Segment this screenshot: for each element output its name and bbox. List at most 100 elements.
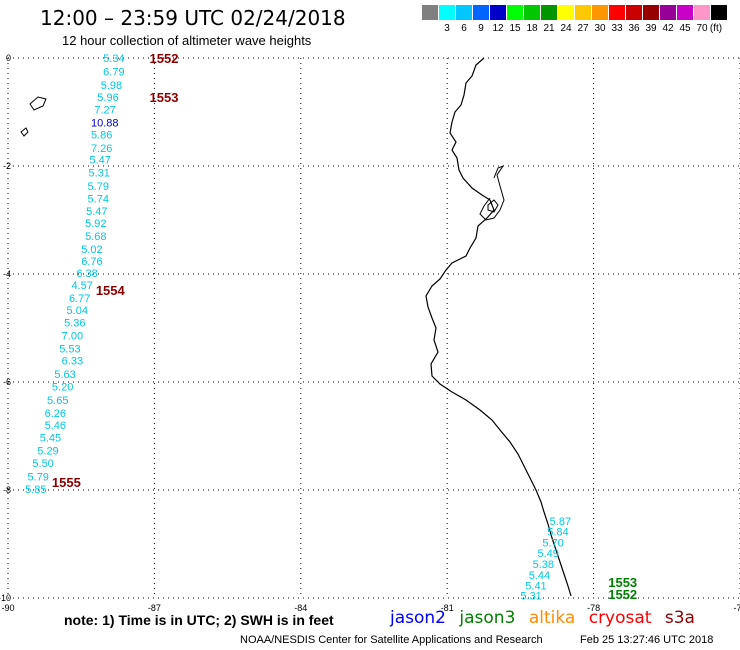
y-tick-label: -4 (3, 269, 11, 279)
wave-height-value: 5.63 (54, 369, 75, 381)
legend-swatch (473, 5, 489, 20)
legend-swatch (507, 5, 523, 20)
wave-height-value: 5.53 (59, 344, 80, 356)
wave-height-value: 7.27 (94, 104, 115, 116)
pass-number: 1552 (150, 51, 179, 66)
wave-height-labels: 5.346.795.985.967.2710.885.867.265.475.3… (25, 53, 571, 602)
x-tick-label: -81 (441, 603, 454, 613)
legend-label: 33 (611, 23, 623, 34)
page-subtitle: 12 hour collection of altimeter wave hei… (62, 33, 312, 48)
y-tick-label: 0 (6, 53, 11, 63)
legend-label: 24 (560, 23, 572, 34)
pass-number: 1553 (150, 90, 179, 105)
wave-height-value: 5.96 (97, 92, 118, 104)
y-tick-label: -6 (3, 377, 11, 387)
x-tick-label: -78 (587, 603, 600, 613)
wave-height-value: 5.34 (103, 53, 124, 65)
wave-height-value: 5.47 (86, 206, 107, 218)
legend-label: 15 (509, 23, 521, 34)
wave-height-value: 5.74 (88, 193, 109, 205)
legend-label: 45 (679, 23, 691, 34)
axis-tick-labels: -90 -87 -84 -81 -78 -75 0 -2 -4 -6 -8 -10 (0, 53, 740, 613)
footer-credit: NOAA/NESDIS Center for Satellite Applica… (240, 634, 543, 646)
wave-height-value: 7.26 (91, 143, 112, 155)
legend-label: 18 (526, 23, 538, 34)
legend-swatch (575, 5, 591, 20)
gulf-inlet (479, 164, 505, 221)
wave-height-value: 6.77 (69, 293, 90, 305)
wave-height-value: 7.00 (62, 331, 83, 343)
wave-height-value: 5.85 (25, 484, 46, 496)
legend-unit: (ft) (709, 23, 723, 34)
legend-swatch (439, 5, 455, 20)
wave-height-value: 6.76 (81, 256, 102, 268)
galapagos-island-small (20, 127, 29, 137)
wave-height-value: 5.31 (520, 590, 541, 602)
legend-swatch (524, 5, 540, 20)
legend-label: 39 (645, 23, 657, 34)
wave-height-value: 5.79 (88, 181, 109, 193)
legend-swatch (609, 5, 625, 20)
satellite-legend: jason2 jason3 altika cryosat s3a (390, 608, 703, 628)
wave-height-value: 5.36 (64, 318, 85, 330)
x-tick-label: -87 (148, 603, 161, 613)
wave-height-value: 5.44 (529, 570, 550, 582)
wave-height-value: 5.38 (533, 559, 554, 571)
wave-height-value: 5.79 (28, 472, 49, 484)
page-title: 12:00 – 23:59 UTC 02/24/2018 (40, 6, 346, 30)
x-tick-label: -90 (1, 603, 14, 613)
wave-height-value: 5.68 (85, 231, 106, 243)
legend-label: 3 (444, 23, 450, 34)
wave-height-value: 6.33 (62, 355, 83, 367)
wave-height-value: 5.04 (67, 305, 88, 317)
legend-swatch (456, 5, 472, 20)
wave-height-value: 5.87 (550, 516, 571, 528)
wave-height-value: 5.29 (37, 446, 58, 458)
legend-swatch (660, 5, 676, 20)
wave-height-value: 5.92 (85, 218, 106, 230)
legend-swatch (592, 5, 608, 20)
satellite-jason2: jason2 (390, 608, 446, 628)
legend-swatch (626, 5, 642, 20)
legend-swatch (711, 5, 727, 20)
wave-height-value: 5.20 (52, 381, 73, 393)
satellite-jason3: jason3 (459, 608, 516, 628)
y-tick-label: -10 (0, 593, 11, 603)
y-tick-label: -8 (3, 485, 11, 495)
wave-height-value: 5.49 (537, 548, 558, 560)
legend-swatch (558, 5, 574, 20)
wave-height-value: 10.88 (91, 117, 119, 129)
legend-swatch (694, 5, 710, 20)
y-tick-label: -2 (3, 161, 11, 171)
galapagos-island (29, 96, 47, 111)
satellite-altika: altika (528, 608, 576, 628)
legend-label: 70 (696, 23, 708, 34)
wave-height-value: 6.79 (103, 67, 124, 79)
legend-swatch (677, 5, 693, 20)
pass-number: 1552 (608, 587, 637, 602)
legend-label: 42 (662, 23, 674, 34)
footer-timestamp: Feb 25 13:27:46 UTC 2018 (580, 634, 714, 646)
wave-height-value: 5.65 (47, 395, 68, 407)
x-tick-label: -84 (294, 603, 307, 613)
wave-height-value: 5.84 (547, 527, 568, 539)
legend-label: 9 (478, 23, 484, 34)
legend-swatch (490, 5, 506, 20)
legend-swatch (643, 5, 659, 20)
wave-height-value: 5.50 (32, 458, 53, 470)
wave-height-value: 5.31 (89, 167, 110, 179)
legend-label: 6 (461, 23, 467, 34)
satellite-cryosat: cryosat (588, 608, 652, 628)
wave-height-value: 5.41 (525, 581, 546, 593)
legend-label: 30 (594, 23, 606, 34)
coastline (425, 57, 572, 597)
wave-height-value: 6.38 (76, 268, 97, 280)
wave-height-value: 6.26 (45, 408, 66, 420)
pass-number: 1554 (96, 283, 126, 298)
wave-height-value: 5.86 (91, 130, 112, 142)
wave-height-value: 5.47 (89, 155, 110, 167)
wave-height-value: 4.57 (71, 280, 92, 292)
x-tick-label: -75 (733, 603, 740, 613)
